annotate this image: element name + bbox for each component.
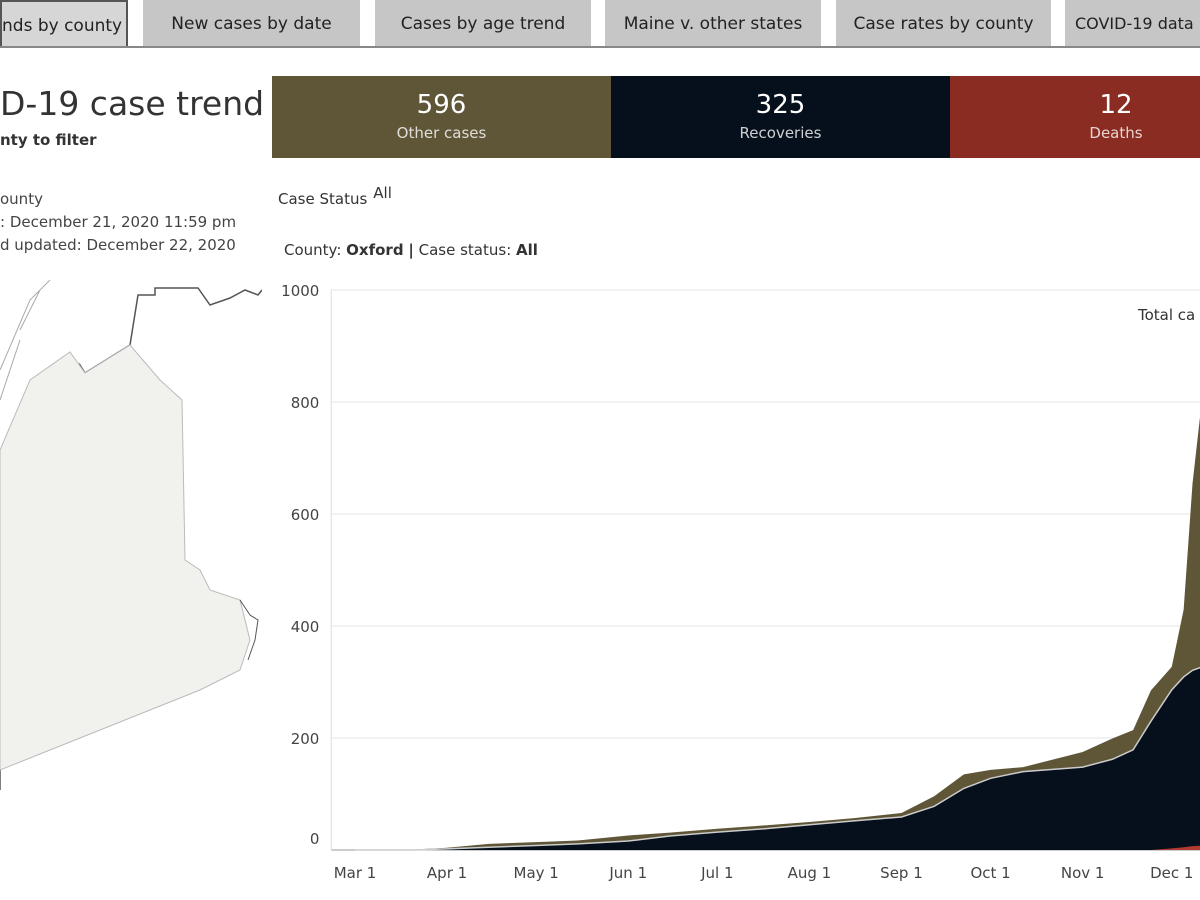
x-tick-label: Apr 1 — [427, 864, 467, 882]
info-data-through: : December 21, 2020 11:59 pm — [0, 213, 237, 231]
x-tick-label: Oct 1 — [970, 864, 1010, 882]
status-label: Case status: — [418, 241, 512, 259]
page-title: D-19 case trend — [0, 84, 265, 123]
status-value: All — [516, 241, 538, 259]
case-status-value[interactable]: All — [373, 184, 392, 202]
county-value: Oxford — [346, 241, 404, 259]
x-tick-label: Sep 1 — [880, 864, 923, 882]
y-tick-label: 1000 — [281, 282, 319, 300]
tab-new-cases-by-date[interactable]: New cases by date — [143, 0, 360, 46]
y-tick-label: 600 — [291, 506, 320, 524]
x-tick-label: Nov 1 — [1061, 864, 1105, 882]
x-tick-label: Jun 1 — [608, 864, 647, 882]
tab-cases-by-age-trend[interactable]: Cases by age trend — [375, 0, 591, 46]
kpi-other-cases-value: 596 — [416, 90, 467, 120]
info-county: ounty — [0, 190, 43, 208]
y-tick-label: 200 — [291, 730, 320, 748]
x-tick-label: Aug 1 — [788, 864, 832, 882]
kpi-other-cases-label: Other cases — [396, 124, 487, 142]
kpi-deaths-value: 12 — [1099, 90, 1133, 120]
tab-maine-v-other-states[interactable]: Maine v. other states — [605, 0, 821, 46]
info-last-updated: d updated: December 22, 2020 — [0, 236, 236, 254]
maine-county-map[interactable] — [0, 270, 262, 790]
county-label: County: — [284, 241, 342, 259]
kpi-recoveries-value: 325 — [755, 90, 806, 120]
filter-summary: County: Oxford | Case status: All — [284, 241, 538, 259]
kpi-recoveries[interactable]: 325 Recoveries — [611, 76, 950, 158]
y-tick-label: 0 — [310, 830, 320, 848]
x-tick-label: Jul 1 — [700, 864, 733, 882]
area-recoveries — [355, 667, 1200, 850]
page-subtitle: nty to filter — [0, 131, 97, 149]
kpi-deaths[interactable]: 12 Deaths — [950, 76, 1200, 158]
kpi-other-cases[interactable]: 596 Other cases — [272, 76, 611, 158]
tab-case-rates-by-county[interactable]: Case rates by county — [836, 0, 1051, 46]
x-tick-label: Dec 1 — [1150, 864, 1193, 882]
y-tick-label: 800 — [291, 394, 320, 412]
kpi-recoveries-label: Recoveries — [739, 124, 822, 142]
tab-covid-data[interactable]: COVID-19 data — [1065, 0, 1200, 46]
total-cases-annotation: Total ca — [1137, 306, 1195, 324]
x-tick-label: Mar 1 — [334, 864, 377, 882]
case-status-label: Case Status — [278, 190, 368, 208]
y-tick-label: 400 — [291, 618, 320, 636]
recoveries-line — [355, 666, 1200, 851]
filter-separator: | — [408, 241, 414, 259]
x-tick-label: May 1 — [514, 864, 559, 882]
case-status-filter[interactable]: Case Status All — [278, 184, 392, 208]
case-trend-chart: 0 200 400 600 800 1000 Mar 1 Apr 1 May 1 Jun 1 Jul… — [281, 282, 1200, 882]
kpi-deaths-label: Deaths — [1089, 124, 1143, 142]
tab-trends-by-county[interactable]: nds by county — [0, 0, 128, 46]
tab-bar: nds by county New cases by date Cases by… — [0, 0, 1200, 48]
